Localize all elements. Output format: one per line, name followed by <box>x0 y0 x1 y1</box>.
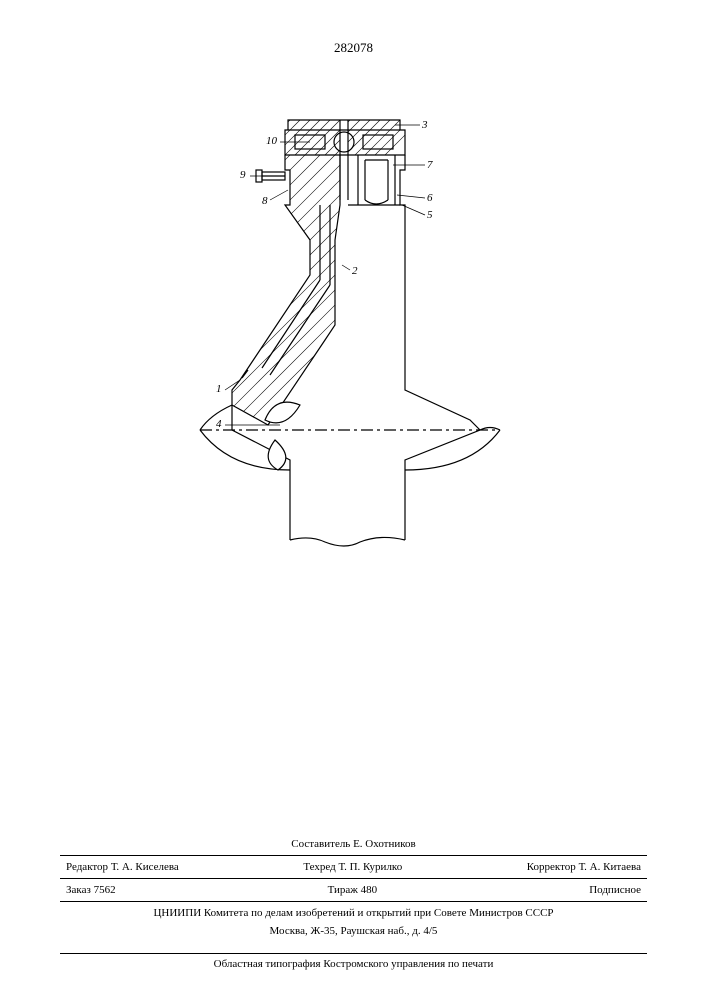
org-line1: ЦНИИПИ Комитета по делам изобретений и о… <box>60 904 647 922</box>
ref-label-7: 7 <box>427 159 433 171</box>
tech-editor-cell: Техред Т. П. Курилко <box>303 861 402 873</box>
corrector-label: Корректор <box>527 861 576 873</box>
corrector-name: Т. А. Китаева <box>579 861 641 873</box>
ref-label-4: 4 <box>216 418 222 430</box>
tech-editor-label: Техред <box>303 861 335 873</box>
ref-label-9: 9 <box>240 169 246 181</box>
patent-figure: 1 2 3 4 5 6 7 8 9 10 <box>170 110 530 560</box>
compiler-line: Составитель Е. Охотников <box>60 835 647 853</box>
tirazh-label: Тираж <box>328 884 358 896</box>
order-cell: Заказ 7562 <box>66 884 116 896</box>
editor-label: Редактор <box>66 861 108 873</box>
compiler-label: Составитель <box>291 838 350 850</box>
ref-label-5: 5 <box>427 209 433 221</box>
editors-row: Редактор Т. А. Киселева Техред Т. П. Кур… <box>60 858 647 876</box>
print-row: Заказ 7562 Тираж 480 Подписное <box>60 881 647 899</box>
compiler-name: Е. Охотников <box>353 838 416 850</box>
corrector-cell: Корректор Т. А. Китаева <box>527 861 641 873</box>
order-label: Заказ <box>66 884 91 896</box>
colophon-footer: Составитель Е. Охотников Редактор Т. А. … <box>60 835 647 940</box>
tirazh-cell: Тираж 480 <box>328 884 378 896</box>
tech-editor-name: Т. П. Курилко <box>338 861 402 873</box>
org-line2: Москва, Ж-35, Раушская наб., д. 4/5 <box>60 922 647 940</box>
ref-label-3: 3 <box>422 119 428 131</box>
tirazh-number: 480 <box>361 884 378 896</box>
ref-label-6: 6 <box>427 192 433 204</box>
printer-line: Областная типография Костромского управл… <box>60 953 647 970</box>
editor-name: Т. А. Киселева <box>111 861 179 873</box>
subscription-cell: Подписное <box>589 884 641 896</box>
ref-label-1: 1 <box>216 383 222 395</box>
technical-drawing-svg <box>170 110 530 560</box>
ref-label-2: 2 <box>352 265 358 277</box>
ref-label-8: 8 <box>262 195 268 207</box>
page-number: 282078 <box>334 40 373 56</box>
ref-label-10: 10 <box>266 135 277 147</box>
editor-cell: Редактор Т. А. Киселева <box>66 861 179 873</box>
order-number: 7562 <box>94 884 116 896</box>
